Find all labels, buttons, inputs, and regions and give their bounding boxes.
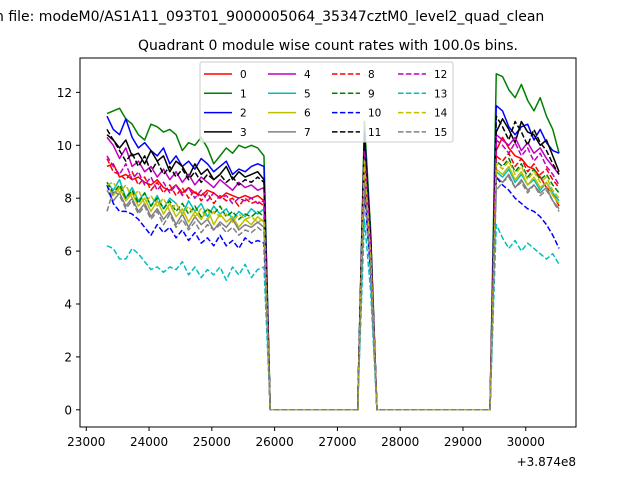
legend-label-15: 15 [434, 127, 447, 139]
x-tick-label: 27000 [318, 435, 356, 449]
legend-label-3: 3 [240, 127, 247, 139]
x-tick-label: 24000 [130, 435, 168, 449]
x-tick-label: 28000 [381, 435, 419, 449]
x-axis: 23000 24000 25000 26000 27000 28000 29000 30000 [67, 427, 545, 449]
y-axis: 0 2 4 6 8 10 12 [57, 86, 80, 417]
legend-frame [199, 61, 454, 143]
legend-label-10: 10 [368, 108, 381, 120]
legend-label-9: 9 [368, 88, 375, 100]
y-tick-label: 4 [64, 298, 72, 312]
y-tick-label: 6 [64, 245, 72, 259]
y-tick-label: 12 [57, 86, 72, 100]
x-tick-label: 30000 [507, 435, 545, 449]
legend-label-7: 7 [304, 127, 311, 139]
x-tick-label: 29000 [444, 435, 482, 449]
legend-label-8: 8 [368, 69, 375, 81]
legend-label-14: 14 [434, 108, 448, 120]
legend-label-2: 2 [240, 108, 247, 120]
series-layer [106, 73, 560, 411]
x-tick-label: 26000 [256, 435, 294, 449]
y-tick-label: 8 [64, 192, 72, 206]
plot-area [79, 57, 577, 428]
y-tick-label: 2 [64, 350, 72, 364]
y-tick-label: 0 [64, 403, 72, 417]
chart-title: Quadrant 0 module wise count rates with … [138, 38, 518, 54]
legend-label-6: 6 [304, 108, 311, 120]
legend-label-13: 13 [434, 88, 447, 100]
y-tick-label: 10 [57, 139, 72, 153]
legend-label-5: 5 [304, 88, 311, 100]
x-tick-label: 23000 [67, 435, 105, 449]
axes-frame [79, 57, 577, 428]
legend-label-1: 1 [240, 88, 247, 100]
legend-label-4: 4 [304, 69, 311, 81]
x-tick-label: 25000 [193, 435, 231, 449]
suptitle: n file: modeM0/AS1A11_093T01_9000005064_… [0, 9, 544, 25]
legend-label-0: 0 [240, 69, 247, 81]
legend-label-12: 12 [434, 69, 447, 81]
x-offset-label: +3.874e8 [517, 455, 576, 469]
series-line-15 [106, 176, 560, 411]
legend-label-11: 11 [368, 127, 381, 139]
